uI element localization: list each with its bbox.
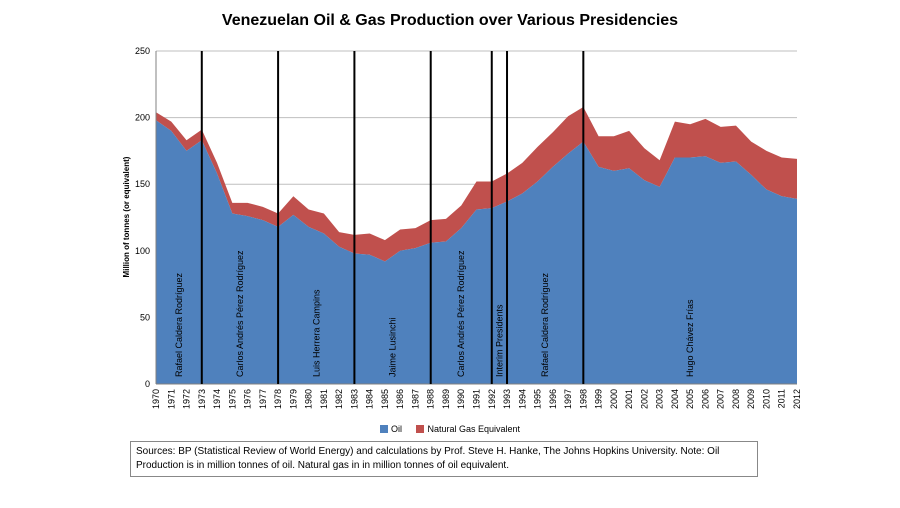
source-note: Sources: BP (Statistical Review of World… bbox=[130, 441, 758, 477]
x-tick-label: 2005 bbox=[685, 389, 695, 409]
x-tick-label: 2009 bbox=[746, 389, 756, 409]
presidency-label: Rafael Caldera Rodríguez bbox=[174, 272, 184, 377]
x-tick-label: 2006 bbox=[700, 389, 710, 409]
x-tick-label: 2007 bbox=[716, 389, 726, 409]
x-tick-label: 1982 bbox=[334, 389, 344, 409]
presidency-label: Luis Herrera Campins bbox=[311, 289, 321, 377]
presidency-label: Carlos Andrés Pérez Rodríguez bbox=[235, 250, 245, 377]
x-tick-label: 1977 bbox=[258, 389, 268, 409]
legend-swatch-oil bbox=[379, 425, 388, 433]
presidency-label: Hugo Chávez Frías bbox=[685, 299, 695, 377]
y-tick-label: 0 bbox=[145, 379, 150, 389]
x-tick-label: 2008 bbox=[731, 389, 741, 409]
x-tick-label: 2002 bbox=[639, 389, 649, 409]
x-tick-label: 2011 bbox=[777, 389, 787, 408]
x-tick-label: 1998 bbox=[578, 389, 588, 409]
x-tick-label: 1973 bbox=[197, 389, 207, 409]
presidency-label: Rafael Caldera Rodríguez bbox=[540, 272, 550, 377]
x-tick-label: 2003 bbox=[655, 389, 665, 409]
presidency-label: Interim Presidents bbox=[494, 304, 504, 377]
x-tick-label: 1985 bbox=[380, 389, 390, 409]
y-tick-label: 150 bbox=[135, 179, 150, 189]
x-tick-label: 2010 bbox=[761, 389, 771, 409]
x-tick-label: 1970 bbox=[151, 389, 161, 409]
x-tick-label: 1971 bbox=[166, 389, 176, 409]
x-tick-label: 1990 bbox=[456, 389, 466, 409]
x-tick-label: 2000 bbox=[609, 389, 619, 409]
gas-area bbox=[156, 106, 797, 262]
chart-title: Venezuelan Oil & Gas Production over Var… bbox=[221, 12, 679, 29]
legend-label-oil: Oil bbox=[390, 424, 402, 434]
x-tick-label: 1984 bbox=[365, 389, 375, 409]
x-tick-label: 1979 bbox=[288, 389, 298, 409]
x-tick-label: 1986 bbox=[395, 389, 405, 409]
legend-item-natural-gas: Natural Gas Equivalent bbox=[416, 424, 520, 434]
x-tick-label: 1983 bbox=[349, 389, 359, 409]
x-tick-label: 1978 bbox=[273, 389, 283, 409]
x-tick-label: 1992 bbox=[487, 389, 497, 409]
presidency-label: Carlos Andrés Pérez Rodríguez bbox=[456, 250, 466, 377]
x-tick-label: 1988 bbox=[426, 389, 436, 409]
oil-area bbox=[156, 120, 797, 384]
y-axis-title: Million of tonnes (or equivalent) bbox=[122, 156, 131, 277]
x-tick-label: 1980 bbox=[304, 389, 314, 409]
y-tick-label: 200 bbox=[135, 113, 150, 123]
x-tick-label: 1989 bbox=[441, 389, 451, 409]
y-tick-label: 100 bbox=[135, 246, 150, 256]
y-tick-label: 50 bbox=[140, 312, 150, 322]
x-tick-label: 2004 bbox=[670, 389, 680, 409]
x-tick-label: 1976 bbox=[243, 389, 253, 409]
x-tick-label: 1981 bbox=[319, 389, 329, 409]
presidency-label: Jaime Lusinchi bbox=[388, 317, 398, 377]
x-tick-label: 1999 bbox=[594, 389, 604, 409]
legend-swatch-natural-gas bbox=[416, 425, 425, 433]
x-tick-label: 1996 bbox=[548, 389, 558, 409]
x-tick-label: 2001 bbox=[624, 389, 634, 409]
x-tick-label: 2012 bbox=[792, 389, 802, 409]
y-tick-label: 250 bbox=[135, 46, 150, 56]
x-tick-label: 1975 bbox=[227, 389, 237, 409]
legend-label-natural-gas: Natural Gas Equivalent bbox=[427, 424, 521, 434]
x-tick-label: 1987 bbox=[410, 389, 420, 409]
x-tick-label: 1991 bbox=[472, 389, 482, 409]
x-tick-label: 1974 bbox=[212, 389, 222, 409]
x-tick-label: 1997 bbox=[563, 389, 573, 409]
legend: Oil Natural Gas Equivalent bbox=[0, 424, 900, 435]
x-tick-label: 1972 bbox=[182, 389, 192, 409]
x-tick-label: 1994 bbox=[517, 389, 527, 409]
x-tick-label: 1995 bbox=[533, 389, 543, 409]
x-tick-label: 1993 bbox=[502, 389, 512, 409]
legend-item-oil: Oil bbox=[379, 424, 402, 434]
